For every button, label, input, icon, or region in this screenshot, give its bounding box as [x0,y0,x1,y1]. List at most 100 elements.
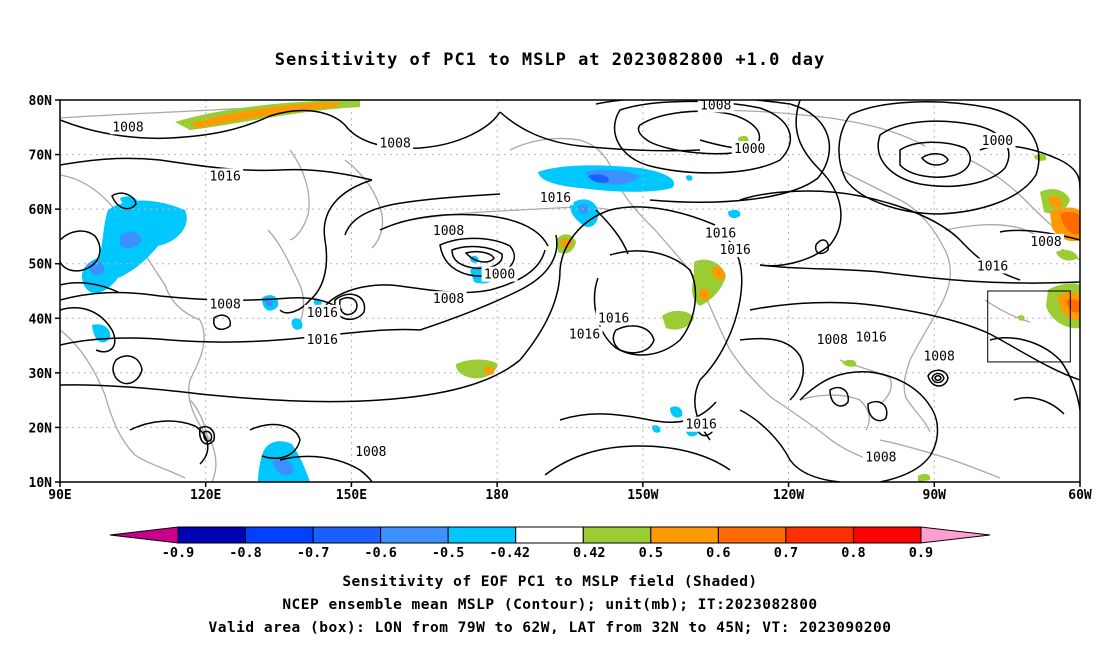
contour-label-bg [566,326,603,342]
colorbar: -0.9 -0.8 -0.7 -0.6 -0.5 -0.42 0.42 0.5 0.6 0.7 0.… [109,526,991,561]
valid-area-box [987,290,1071,363]
colorbar-label: -0.6 [364,545,397,561]
sensitivity-shading [81,100,1080,482]
contour-label: 1008 [433,224,464,239]
contour-label-bg [921,348,958,364]
lon-tick-label: 90E [48,488,71,503]
contour-label-bg [207,168,244,184]
contour-label: 1008 [923,349,954,364]
contour-label-bg [377,135,414,151]
colorbar-swatch [380,526,449,544]
contour-label: 1016 [307,306,338,321]
grid-lines [60,100,1080,482]
contour-label-bg [537,190,574,206]
contour-label-bg [430,291,467,307]
colorbar-label: 0.8 [841,545,865,561]
contour-label-bg [731,141,768,157]
lon-tick-label: 120W [773,488,804,503]
contour-label-bg [595,310,632,326]
contour-label-bg [717,242,754,258]
contour-label: 1000 [484,268,515,283]
contour-label: 1008 [700,98,731,113]
contour-label: 1016 [598,311,629,326]
contour-label: 1008 [379,137,410,152]
contour-label: 1008 [433,292,464,307]
colorbar-label: 0.7 [774,545,798,561]
contour-label-bg [481,266,518,282]
colorbar-label: -0.5 [432,545,465,561]
contour-label-bg [853,329,890,345]
contour-label-bg [304,332,341,348]
colorbar-swatch [717,526,787,544]
colorbar-swatch [852,526,922,544]
colorbar-label: -0.7 [297,545,330,561]
contour-label-bg [702,225,739,241]
contour-label-bg [430,222,467,238]
colorbar-label: -0.8 [229,545,262,561]
lat-tick-label: 10N [29,476,53,491]
contour-label-bg [979,132,1016,148]
colorbar-swatch [785,526,854,544]
lat-tick-label: 40N [29,312,53,327]
contour-label: 1008 [355,445,386,460]
lat-tick-label: 60N [29,203,53,218]
lon-tick-label: 180 [485,488,509,503]
contour-label: 1016 [685,418,716,433]
caption-shaded: Sensitivity of EOF PC1 to MSLP field (Sh… [342,574,758,590]
caption-contour: NCEP ensemble mean MSLP (Contour); unit(… [282,597,818,613]
colorbar-label: 0.6 [706,545,730,561]
colorbar-label: 0.42 [573,545,606,561]
contour-label-bg [304,304,341,320]
lat-tick-label: 30N [29,367,53,382]
contour-label: 1016 [569,328,600,343]
contour-label: 1016 [977,259,1008,274]
lon-tick-label: 90W [923,488,947,503]
colorbar-swatch [447,526,517,544]
lon-tick-label: 120E [190,488,221,503]
colorbar-swatch [650,526,719,544]
colorbar-swatch [245,526,314,544]
colorbar-label: 0.9 [909,545,933,561]
contour-label-bg [862,449,899,465]
caption-valid-area: Valid area (box): LON from 79W to 62W, L… [208,620,892,636]
contour-label: 1008 [209,298,240,313]
plot-title: Sensitivity of PC1 to MSLP at 2023082800… [274,50,826,70]
colorbar-label: -0.9 [162,545,195,561]
contour-label-bg [352,443,389,459]
contour-label-bg [683,416,720,432]
lat-tick-label: 80N [29,94,53,109]
contour-label: 1008 [1030,235,1061,250]
coastlines [60,101,1080,482]
contour-label-bg [110,119,146,135]
contour-label: 1016 [719,243,750,258]
contour-label: 1008 [865,450,896,465]
latitude-axis: 80N 70N 60N 50N 40N 30N 20N 10N [29,94,60,491]
colorbar-swatch [515,526,584,544]
lon-tick-label: 150E [336,488,367,503]
colorbar-swatch [582,526,652,544]
contour-label: 1016 [307,333,338,348]
contour-label: 1016 [209,169,240,184]
colorbar-swatch [177,526,247,544]
lat-tick-label: 50N [29,258,53,273]
lat-tick-label: 70N [29,149,53,164]
contour-label: 1000 [734,142,765,157]
contour-label-bg [814,332,851,348]
colorbar-swatch [312,526,382,544]
contour-label: 1000 [982,134,1013,149]
lon-tick-label: 60W [1068,488,1092,503]
lat-tick-label: 20N [29,421,53,436]
contour-label: 1008 [112,120,143,135]
colorbar-label: -0.42 [489,545,530,561]
contour-label-bg [697,97,734,113]
colorbar-label: 0.5 [639,545,663,561]
contour-label-bg [974,258,1011,274]
contour-label-bg [1028,233,1064,249]
contour-label: 1016 [705,227,736,242]
contour-label-bg [207,296,244,312]
contour-label: 1016 [540,191,571,206]
colorbar-under-triangle [109,526,179,544]
plot-frame [59,99,1081,483]
contour-label: 1016 [855,330,886,345]
